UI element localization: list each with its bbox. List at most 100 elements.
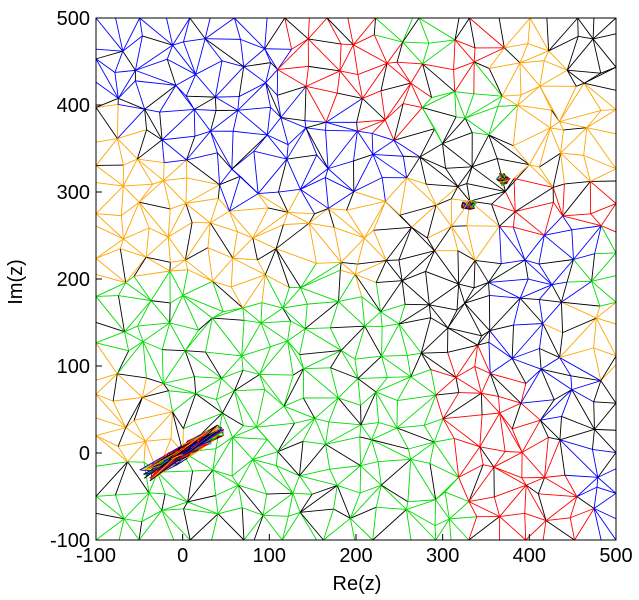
mesh-edge xyxy=(372,139,395,155)
mesh-edge xyxy=(212,470,217,496)
mesh-edge xyxy=(157,472,166,495)
mesh-edge xyxy=(559,439,566,476)
mesh-edge xyxy=(571,229,574,260)
mesh-edge xyxy=(406,499,436,510)
mesh-edge xyxy=(149,492,166,495)
mesh-edge xyxy=(277,85,307,96)
mesh-edge xyxy=(434,226,452,252)
mesh-edge xyxy=(539,420,549,438)
mesh-edge xyxy=(596,486,617,494)
mesh-edge xyxy=(360,439,372,466)
mesh-edge xyxy=(308,222,342,263)
mesh-edge xyxy=(95,107,118,139)
mesh-edge xyxy=(595,305,601,319)
mesh-edge xyxy=(277,418,316,453)
mesh-edge xyxy=(327,160,354,170)
mesh-edge xyxy=(571,389,594,403)
mesh-edge xyxy=(166,59,177,86)
mesh-edge xyxy=(95,342,118,375)
mesh-edge xyxy=(303,350,342,370)
mesh-edge xyxy=(115,461,129,496)
mesh-edge xyxy=(464,295,490,304)
mesh-edge xyxy=(474,260,489,283)
y-tick-label: 0 xyxy=(79,443,90,465)
mesh-edge xyxy=(307,301,339,305)
mesh-edge xyxy=(325,121,358,132)
mesh-edge xyxy=(593,401,617,404)
mesh-edge xyxy=(433,441,460,478)
mesh-edge xyxy=(349,518,356,541)
mesh-edge xyxy=(511,403,522,430)
mesh-edge xyxy=(559,347,594,358)
mesh-edge xyxy=(421,352,457,378)
mesh-edge xyxy=(525,484,539,495)
mesh-edge xyxy=(204,38,223,62)
mesh-edge xyxy=(302,397,316,419)
mesh-edge xyxy=(261,302,283,309)
mesh-edge xyxy=(548,50,568,71)
mesh-edge xyxy=(138,201,169,238)
mesh-edge xyxy=(184,350,222,379)
mesh-edge xyxy=(517,85,541,106)
mesh-edge xyxy=(189,17,206,40)
mesh-edge xyxy=(95,461,128,497)
mesh-edge xyxy=(163,180,187,204)
mesh-edge xyxy=(590,203,617,215)
mesh-edge xyxy=(591,253,596,282)
mesh-edge xyxy=(549,127,562,154)
mesh-edge xyxy=(505,451,523,453)
mesh-edge xyxy=(185,197,219,204)
mesh-edge xyxy=(450,226,459,251)
mesh-edge xyxy=(95,435,119,447)
mesh-edge xyxy=(542,301,562,324)
cluster-edge xyxy=(501,184,503,187)
mesh-edge xyxy=(590,168,617,182)
mesh-edge xyxy=(116,373,143,398)
mesh-edge xyxy=(447,327,482,337)
mesh-edge xyxy=(194,130,211,137)
mesh-edge xyxy=(429,304,458,311)
mesh-edge xyxy=(457,183,467,187)
mesh-edge xyxy=(434,525,437,541)
mesh-edge xyxy=(211,513,219,541)
mesh-edge xyxy=(232,425,244,438)
cluster-edge xyxy=(178,443,209,459)
mesh-edge xyxy=(232,110,239,132)
mesh-edge xyxy=(410,352,422,377)
mesh-edge xyxy=(501,62,521,97)
mesh-edge xyxy=(456,284,460,311)
mesh-edge xyxy=(428,304,432,318)
mesh-edge xyxy=(354,326,366,360)
mesh-edge xyxy=(120,248,147,258)
axes-box xyxy=(95,17,617,541)
mesh-edge xyxy=(268,207,289,213)
mesh-edge xyxy=(381,354,408,357)
mesh-edge xyxy=(596,477,599,488)
mesh-edge xyxy=(456,302,465,311)
mesh-edge xyxy=(253,150,287,160)
mesh-edge xyxy=(257,193,269,209)
mesh-edge xyxy=(95,296,125,332)
mesh-edge xyxy=(559,86,577,122)
mesh-edge xyxy=(346,191,355,211)
mesh-edge xyxy=(540,368,573,390)
mesh-edge xyxy=(243,514,264,541)
mesh-edge xyxy=(219,175,241,186)
mesh-edge xyxy=(393,139,421,158)
mesh-edge xyxy=(458,283,466,304)
mesh-edge xyxy=(362,63,388,99)
mesh-edge xyxy=(275,465,300,477)
mesh-edge xyxy=(194,96,216,110)
mesh-edge xyxy=(511,358,542,370)
mesh-edge xyxy=(189,513,219,541)
mesh-edge xyxy=(277,49,293,70)
mesh-edge xyxy=(455,366,475,378)
mesh-edge xyxy=(453,69,456,92)
mesh-edge xyxy=(292,368,304,376)
mesh-edge xyxy=(163,177,187,181)
mesh-edge xyxy=(464,302,491,332)
mesh-edge xyxy=(142,390,169,398)
mesh-edge xyxy=(396,427,435,443)
mesh-edge xyxy=(477,341,490,346)
